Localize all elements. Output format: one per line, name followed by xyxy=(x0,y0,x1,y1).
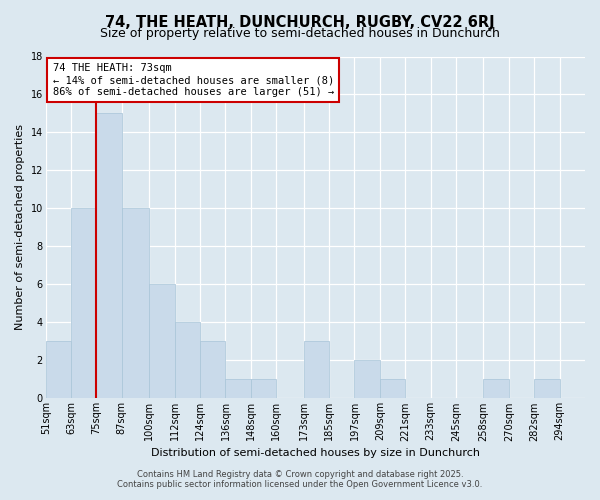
Bar xyxy=(71,208,97,398)
Bar xyxy=(46,342,71,398)
X-axis label: Distribution of semi-detached houses by size in Dunchurch: Distribution of semi-detached houses by … xyxy=(151,448,480,458)
Text: Size of property relative to semi-detached houses in Dunchurch: Size of property relative to semi-detach… xyxy=(100,28,500,40)
Text: 74, THE HEATH, DUNCHURCH, RUGBY, CV22 6RJ: 74, THE HEATH, DUNCHURCH, RUGBY, CV22 6R… xyxy=(105,15,495,30)
Bar xyxy=(251,380,276,398)
Bar xyxy=(226,380,251,398)
Bar xyxy=(175,322,200,398)
Bar xyxy=(200,342,226,398)
Bar xyxy=(380,380,405,398)
Text: Contains HM Land Registry data © Crown copyright and database right 2025.
Contai: Contains HM Land Registry data © Crown c… xyxy=(118,470,482,489)
Bar xyxy=(304,342,329,398)
Bar xyxy=(534,380,560,398)
Bar xyxy=(97,114,122,399)
Bar xyxy=(149,284,175,399)
Bar xyxy=(484,380,509,398)
Bar xyxy=(355,360,380,399)
Text: 74 THE HEATH: 73sqm
← 14% of semi-detached houses are smaller (8)
86% of semi-de: 74 THE HEATH: 73sqm ← 14% of semi-detach… xyxy=(53,64,334,96)
Bar xyxy=(122,208,149,398)
Y-axis label: Number of semi-detached properties: Number of semi-detached properties xyxy=(15,124,25,330)
